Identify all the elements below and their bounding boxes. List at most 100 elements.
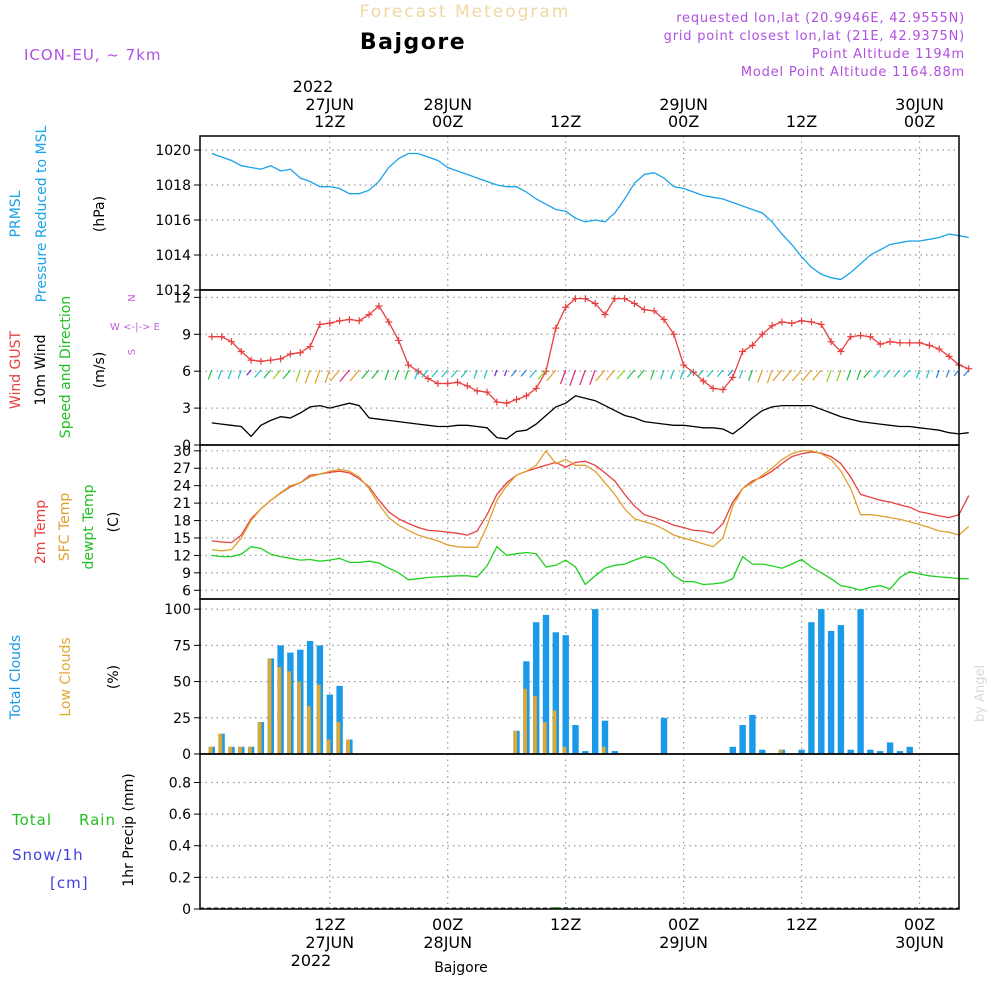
gust-marker — [286, 350, 294, 358]
total-clouds-bar — [739, 725, 746, 754]
y-tick-label: 1014 — [155, 248, 191, 264]
y-tick-label: 0 — [182, 902, 191, 918]
wind-arrow — [537, 369, 547, 380]
total-clouds-bar — [572, 725, 579, 754]
compass-n: N — [127, 294, 138, 301]
total-clouds-bar — [886, 742, 894, 754]
compass-we: W <-|-> E — [110, 322, 160, 333]
gust-marker — [650, 307, 658, 315]
gust-marker — [227, 338, 235, 346]
wind-arrow — [697, 369, 704, 378]
low-clouds-bar — [297, 681, 301, 754]
model-altitude: Model Point Altitude 1164.88m — [741, 65, 965, 80]
y-tick-label: 12 — [173, 548, 191, 564]
wind-arrow — [421, 369, 429, 378]
low-clouds-bar — [218, 733, 223, 754]
low-clouds-bar — [346, 739, 350, 754]
y-tick-label: 25 — [173, 711, 191, 727]
gust-marker — [876, 340, 884, 348]
gust-marker — [866, 333, 874, 341]
y-tick-label: 9 — [182, 327, 191, 343]
gust-marker — [699, 377, 707, 385]
gust-marker — [316, 320, 324, 328]
gust-marker — [493, 398, 501, 406]
low-clouds-bar — [208, 746, 213, 754]
y-tick-label: 21 — [173, 496, 191, 512]
sfc-temp-line — [211, 449, 970, 552]
gust-marker — [886, 338, 894, 346]
gust-marker — [630, 300, 638, 308]
total-clouds-bar — [818, 609, 825, 754]
wind-arrow — [953, 369, 960, 377]
gust-marker — [581, 295, 589, 303]
pressure-panel: 1020 1018 1016 1014 1012 — [155, 135, 969, 299]
gust-marker — [247, 356, 255, 364]
gust-marker — [916, 339, 924, 347]
low-clouds-bar — [326, 739, 331, 754]
total-clouds-bar — [827, 630, 835, 754]
gust-marker — [277, 355, 285, 363]
wind-arrow — [589, 369, 596, 385]
wind-arrow — [826, 369, 832, 383]
low-clouds-bar — [533, 696, 537, 754]
wind-frame — [199, 289, 960, 446]
y-tick-label: 0.2 — [169, 870, 191, 886]
gust-marker — [729, 373, 737, 381]
gust-marker — [827, 338, 835, 346]
gust-marker — [326, 319, 334, 327]
wind10m-label: 10m Wind — [33, 334, 49, 405]
bottom-date-label: 27JUN — [305, 933, 354, 952]
y-tick-label: 100 — [164, 602, 191, 618]
wind-arrow — [766, 369, 773, 384]
wind-arrow — [782, 369, 793, 382]
total-clouds-bar — [798, 749, 805, 754]
y-tick-label: 1012 — [155, 283, 191, 299]
gust-marker — [572, 295, 580, 303]
total-clouds-bar — [542, 614, 550, 754]
wind-arrow — [349, 369, 360, 382]
wind-arrow — [801, 369, 812, 382]
gust-marker — [375, 302, 383, 310]
wind-arrow — [510, 369, 517, 377]
wind-arrow — [873, 369, 881, 378]
wind-arrow — [559, 369, 567, 385]
wind-arrow — [441, 369, 449, 378]
gust-marker — [807, 318, 815, 326]
total-clouds-bar — [857, 609, 864, 754]
wind-arrow — [217, 369, 223, 380]
dewpt-temp-line — [211, 545, 969, 591]
wind-arrow — [605, 369, 616, 381]
wind-arrow — [227, 369, 233, 380]
total-clouds-bar — [336, 685, 343, 754]
gust-marker — [454, 378, 462, 386]
clouds-panel: 100 75 50 25 0 — [164, 598, 960, 763]
wind-arrow — [650, 369, 655, 380]
wind-arrow — [963, 369, 970, 377]
wind-arrow — [450, 369, 459, 378]
wind-arrow — [757, 369, 763, 383]
total-clouds-bar — [611, 751, 618, 754]
wind-arrow — [324, 369, 331, 384]
total-clouds-bar — [749, 714, 756, 754]
wind-arrow — [295, 369, 301, 383]
gust-marker — [237, 348, 245, 356]
y-tick-label: 0 — [182, 438, 191, 454]
y-tick-label: 30 — [173, 444, 191, 460]
low-clouds-bar — [267, 658, 272, 754]
total-clouds-bar — [729, 746, 736, 754]
gust-marker — [621, 295, 629, 303]
low-clouds-bar — [277, 667, 282, 754]
percent-label: (%) — [106, 665, 122, 689]
top-date-label: 30JUN — [895, 95, 944, 114]
y-tick-label: 1016 — [155, 213, 191, 229]
wind-arrow — [384, 369, 390, 381]
wind-arrow — [207, 369, 213, 380]
temp-labels: 2m Temp SFC Temp dewpt Temp (C) — [33, 484, 122, 569]
gust-marker — [719, 386, 727, 394]
temp2m-label: 2m Temp — [33, 500, 49, 564]
wind-arrow — [935, 369, 940, 379]
bottom-date-label: 28JUN — [423, 933, 472, 952]
total-clouds-bar — [533, 622, 540, 754]
low-clouds-bar — [228, 746, 233, 754]
